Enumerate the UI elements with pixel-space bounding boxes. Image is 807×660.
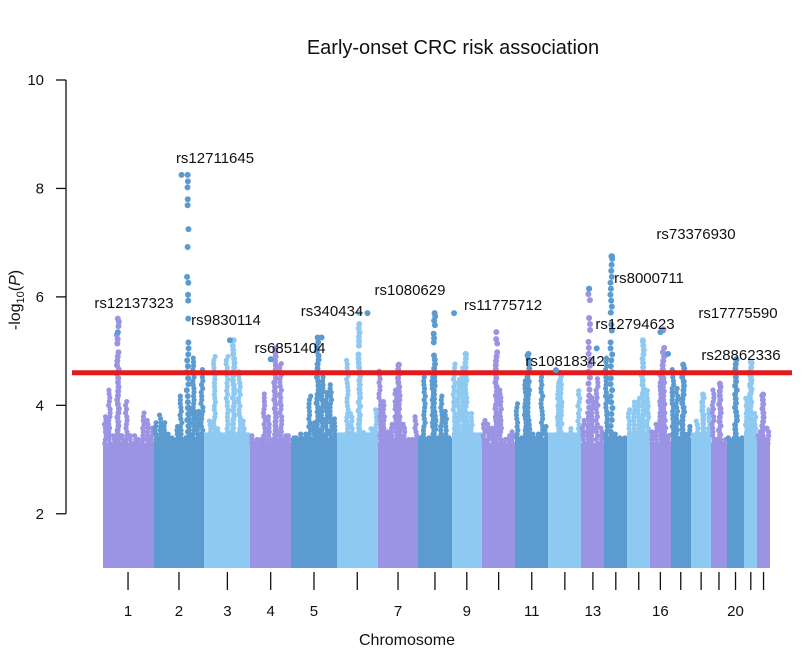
x-tick-label: 5 <box>310 603 318 620</box>
snp-point-rs6851404 <box>267 356 274 363</box>
x-tick-label: 13 <box>585 603 602 620</box>
x-tick-label: 16 <box>652 603 669 620</box>
x-tick-label: 20 <box>727 603 744 620</box>
snp-label-rs10818342: rs10818342 <box>525 353 604 370</box>
chart-title: Early-onset CRC risk association <box>307 37 599 59</box>
chromosome-13-points <box>579 285 605 568</box>
chromosome-5-bulk <box>291 437 337 568</box>
snp-label-rs12711645: rs12711645 <box>176 150 254 167</box>
chromosome-13-bulk <box>581 443 604 568</box>
x-tick-label: 1 <box>124 603 132 620</box>
chromosome-14-bulk <box>604 437 627 568</box>
chromosome-15-bulk <box>627 432 650 568</box>
snp-label-rs8000711: rs8000711 <box>614 270 684 287</box>
chromosome-1-bulk <box>103 443 154 568</box>
x-tick-label: 2 <box>175 603 183 620</box>
snp-point-rs340434 <box>318 334 325 341</box>
snp-point-rs12137323 <box>114 329 121 336</box>
y-tick-label: 4 <box>36 397 44 414</box>
x-tick-label: 4 <box>267 603 275 620</box>
snp-label-rs6851404: rs6851404 <box>255 340 326 357</box>
chromosome-10-bulk <box>482 443 515 568</box>
y-tick-label: 2 <box>36 506 44 523</box>
chromosome-21-bulk <box>744 432 757 568</box>
x-tick-label: 7 <box>394 603 402 620</box>
snp-label-rs9830114: rs9830114 <box>191 312 261 329</box>
chromosome-2-bulk <box>154 437 204 568</box>
chromosome-4-bulk <box>250 443 291 568</box>
snp-label-rs11775712: rs11775712 <box>464 297 542 314</box>
chromosome-21-points <box>742 358 759 568</box>
snp-label-rs12794623: rs12794623 <box>595 316 674 333</box>
chromosome-18-bulk <box>691 432 711 568</box>
chromosome-19-bulk <box>711 443 727 568</box>
x-tick-label: 9 <box>463 603 471 620</box>
chromosome-3-points <box>204 337 250 568</box>
snp-point-rs8000711 <box>586 285 593 292</box>
y-axis-label: -log10(P) <box>7 270 27 330</box>
chromosome-22-points <box>755 391 772 568</box>
snp-point-rs10818342 <box>552 367 559 374</box>
snp-label-rs28862336: rs28862336 <box>701 347 780 364</box>
snp-label-rs73376930: rs73376930 <box>656 226 735 243</box>
snp-point-rs28862336 <box>665 350 672 357</box>
y-axis: 2 4 6 8 10 <box>27 72 67 523</box>
chromosome-16-points <box>649 326 672 568</box>
snp-point-rs1080629 <box>364 310 371 317</box>
chromosome-10-points <box>480 329 516 568</box>
chromosome-19-points <box>709 380 729 568</box>
x-axis: 1 2 3 4 5 7 9 11 13 16 20 <box>124 572 765 620</box>
chromosome-5-points <box>291 334 338 568</box>
chromosome-6-bulk <box>337 432 378 568</box>
chromosome-20-points <box>725 356 745 568</box>
chromosome-17-bulk <box>671 437 691 568</box>
chromosome-9-bulk <box>452 432 482 568</box>
chromosome-17-points <box>669 361 693 568</box>
snp-point-rs12794623 <box>593 345 600 352</box>
chromosome-2-points <box>152 171 206 568</box>
chromosome-12-points <box>548 369 583 568</box>
chromosome-7-bulk <box>378 443 418 568</box>
chromosome-11-bulk <box>515 437 548 568</box>
chromosome-3-bulk <box>204 432 250 568</box>
chromosome-6-points <box>337 310 380 568</box>
chromosome-8-points <box>418 310 452 568</box>
snp-label-rs1080629: rs1080629 <box>375 282 446 299</box>
chromosome-9-points <box>450 350 482 568</box>
chromosome-18-points <box>691 391 713 568</box>
chromosome-14-points <box>602 253 628 568</box>
chromosome-8-bulk <box>418 437 452 568</box>
y-tick-label: 10 <box>27 72 44 89</box>
chromosome-22-bulk <box>757 443 770 568</box>
chromosome-11-points <box>513 350 550 568</box>
x-axis-label: Chromosome <box>359 632 455 649</box>
x-tick-label: 3 <box>223 603 231 620</box>
snp-point-rs73376930 <box>608 253 615 260</box>
chromosome-16-bulk <box>650 443 671 568</box>
y-tick-label: 8 <box>36 180 44 197</box>
snp-point-rs17775590 <box>657 329 664 336</box>
chromosome-12-bulk <box>548 432 581 568</box>
chromosome-20-bulk <box>727 437 744 568</box>
chromosome-1-points <box>101 315 156 568</box>
snp-label-rs12137323: rs12137323 <box>94 295 173 312</box>
snp-label-rs17775590: rs17775590 <box>698 305 777 322</box>
chromosome-7-points <box>376 361 420 568</box>
snp-point-rs11775712 <box>451 310 458 317</box>
snp-label-rs340434: rs340434 <box>301 303 364 320</box>
snp-labels: rs12137323 rs12711645 rs9830114 rs6851404 rs… <box>94 150 781 374</box>
y-tick-label: 6 <box>36 289 44 306</box>
snp-point-rs12711645 <box>178 171 185 178</box>
x-tick-label: 11 <box>524 603 540 620</box>
data-points <box>101 171 772 568</box>
snp-point-rs9830114 <box>226 337 233 344</box>
chromosome-4-points <box>249 345 292 568</box>
